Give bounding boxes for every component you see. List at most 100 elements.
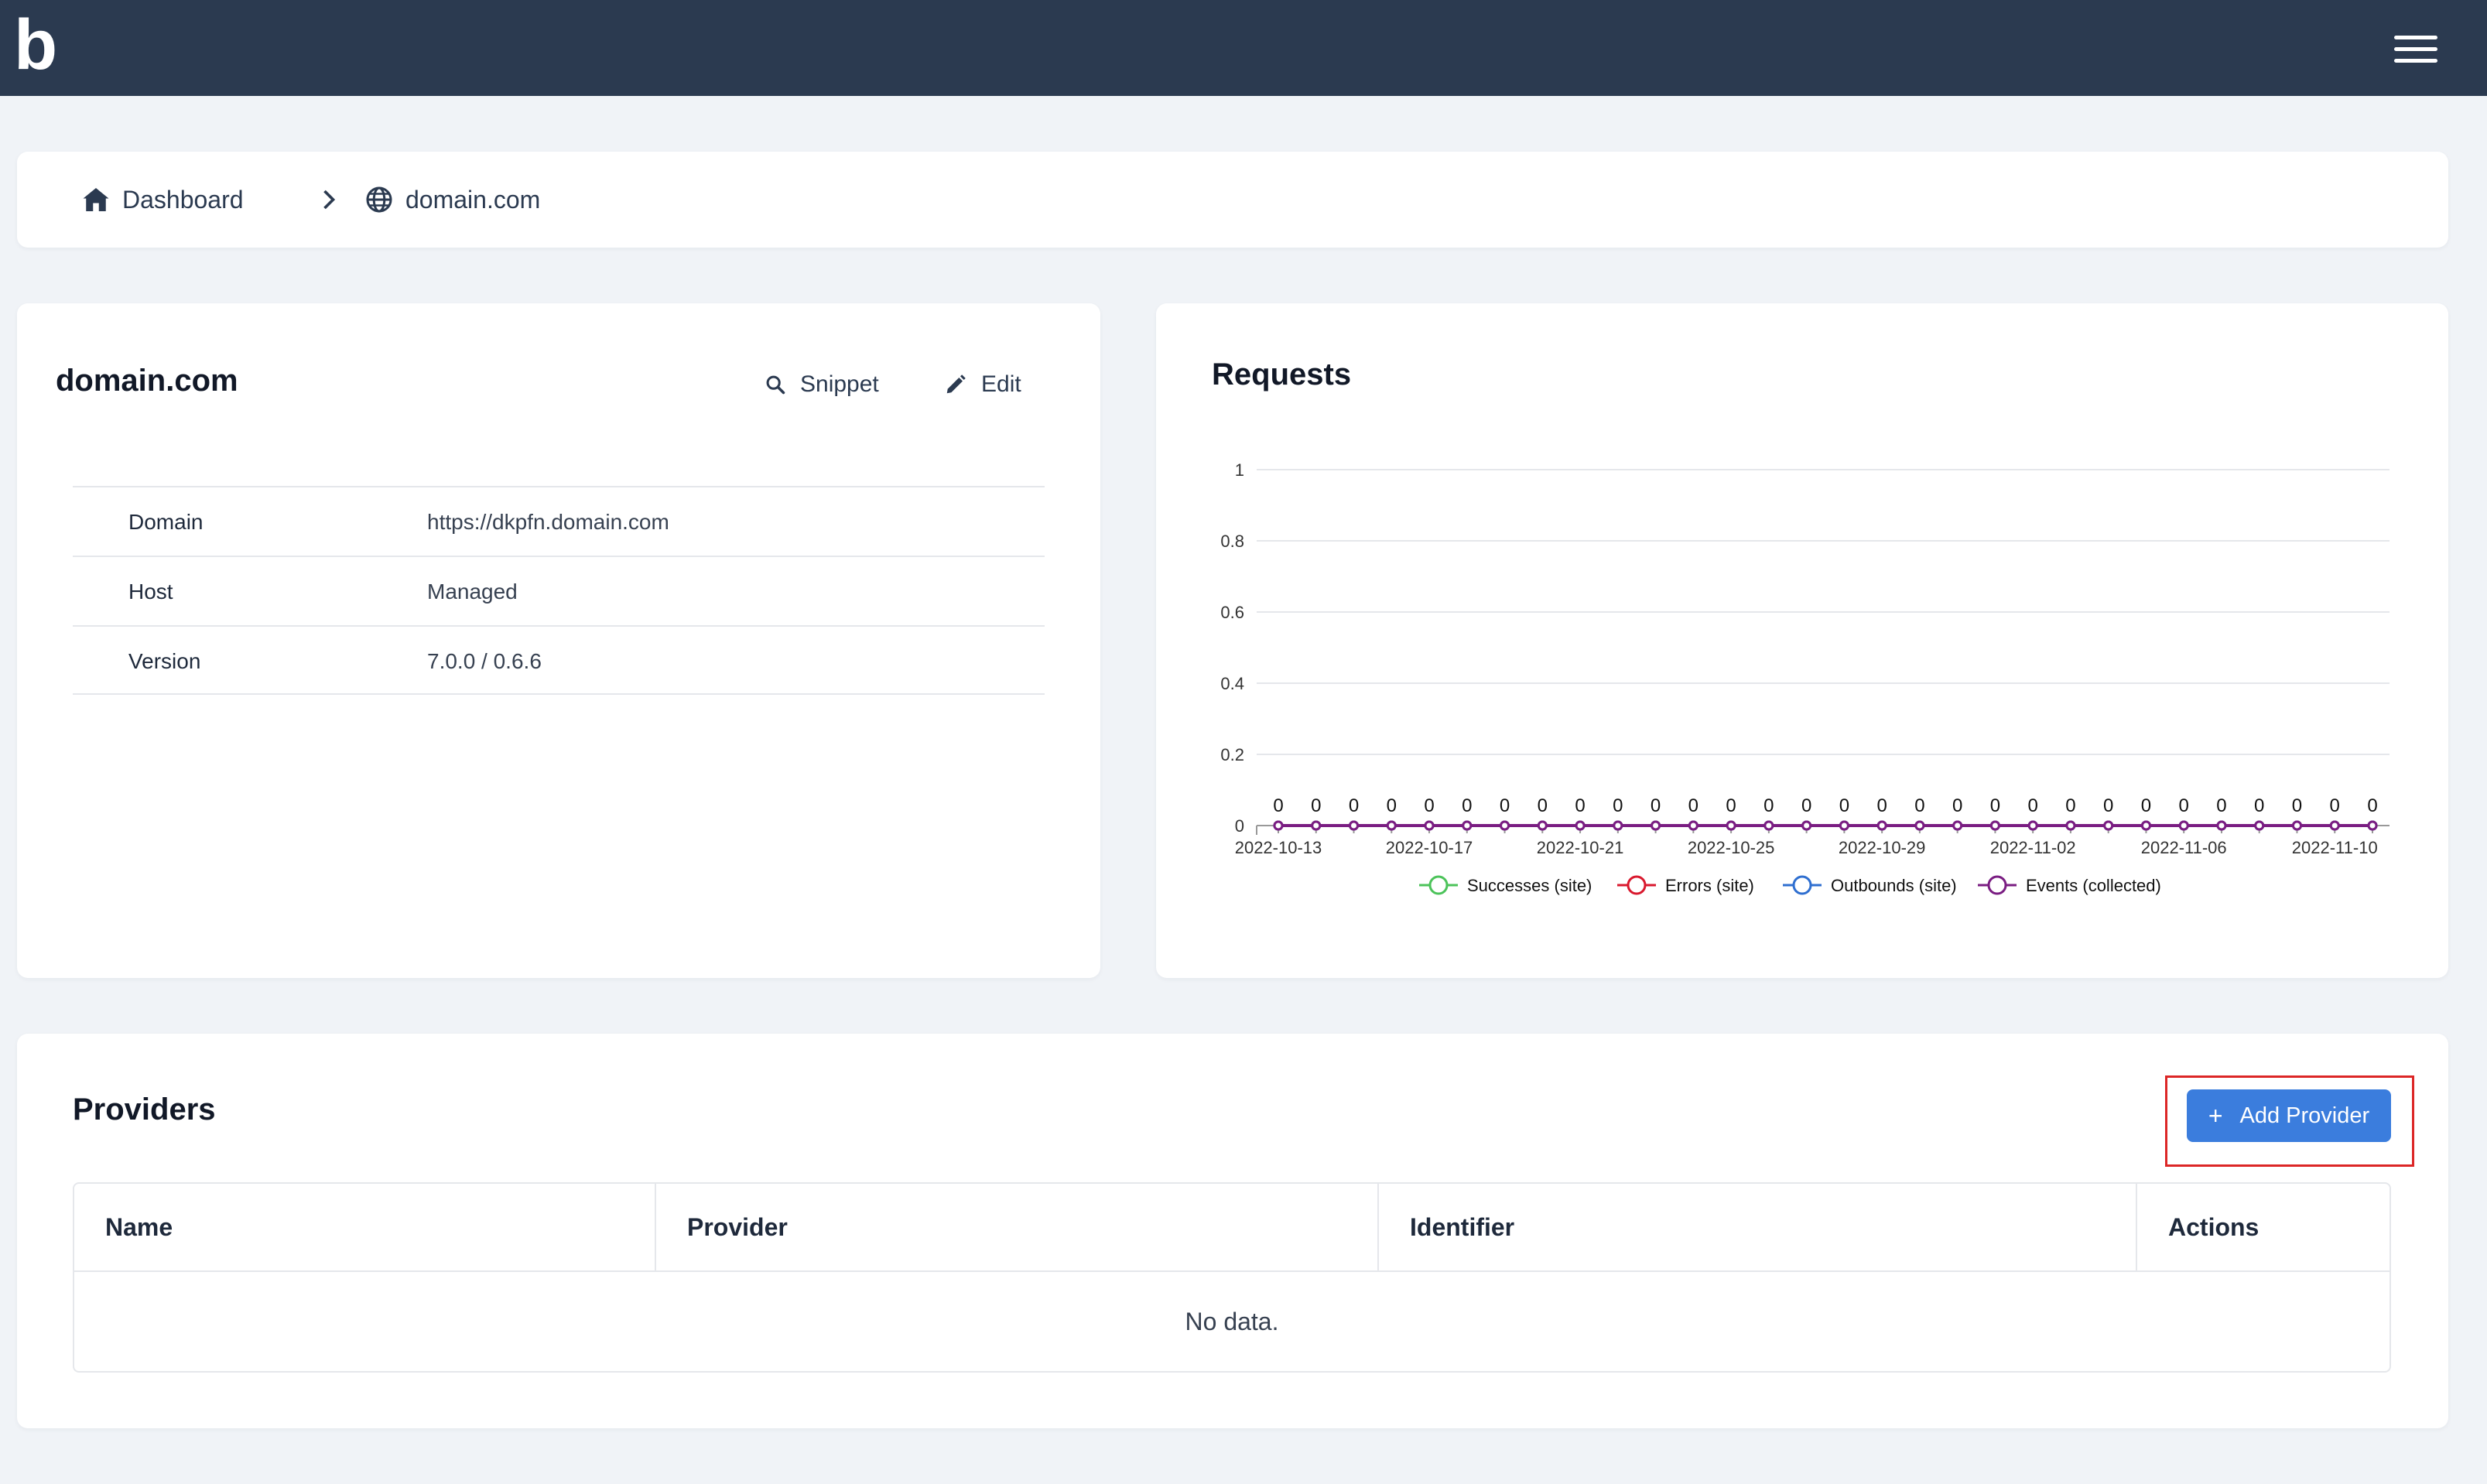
search-icon [766, 375, 785, 395]
data-point[interactable] [2254, 820, 2265, 831]
legend-item[interactable]: Successes (site) [1419, 875, 1592, 895]
legend-label: Outbounds (site) [1831, 876, 1957, 895]
data-label: 0 [2065, 795, 2075, 816]
data-point[interactable] [1651, 820, 1661, 831]
edit-button[interactable]: Edit [944, 364, 1021, 405]
legend-label: Successes (site) [1467, 876, 1592, 895]
site-info-card [17, 303, 1100, 978]
column-header-actions: Actions [2168, 1213, 2260, 1241]
data-point[interactable] [2103, 820, 2114, 831]
data-point[interactable] [1462, 820, 1473, 831]
snippet-button[interactable]: Snippet [765, 364, 879, 405]
info-label: Domain [128, 510, 204, 534]
data-label: 0 [1462, 795, 1472, 816]
hamburger-menu-icon[interactable] [2394, 36, 2437, 63]
data-label: 0 [1538, 795, 1548, 816]
data-point[interactable] [1801, 820, 1812, 831]
data-point[interactable] [2291, 820, 2302, 831]
data-point[interactable] [1989, 820, 2000, 831]
empty-state-text: No data. [1185, 1308, 1279, 1335]
data-point[interactable] [1726, 820, 1736, 831]
data-label: 0 [1801, 795, 1811, 816]
info-value: https://dkpfn.domain.com [427, 510, 669, 534]
providers-table: Name Provider Identifier Actions No data… [73, 1182, 2391, 1373]
column-header-provider[interactable]: Provider [656, 1184, 1379, 1270]
breadcrumb-item-domain[interactable]: domain.com [365, 152, 540, 248]
site-info-table: Domain https://dkpfn.domain.com Host Man… [73, 486, 1045, 695]
providers-title: Providers [73, 1092, 216, 1127]
data-label: 0 [1952, 795, 1962, 816]
data-point[interactable] [1613, 820, 1623, 831]
data-point[interactable] [2027, 820, 2038, 831]
data-label: 0 [1651, 795, 1661, 816]
info-row-host: Host Managed [73, 556, 1045, 625]
legend-marker [1792, 875, 1812, 895]
chevron-right-icon [320, 152, 337, 248]
edit-label: Edit [981, 371, 1021, 397]
data-point[interactable] [2329, 820, 2340, 831]
legend-item[interactable]: Events (collected) [1978, 875, 2161, 895]
y-tick-label: 1 [1235, 460, 1244, 480]
add-provider-label: Add Provider [2239, 1103, 2370, 1128]
data-label: 0 [2179, 795, 2189, 816]
data-point[interactable] [1537, 820, 1548, 831]
data-point[interactable] [1763, 820, 1774, 831]
globe-icon [366, 186, 392, 213]
data-point[interactable] [2216, 820, 2227, 831]
data-label: 0 [1876, 795, 1887, 816]
data-point[interactable] [1914, 820, 1925, 831]
x-tick-label: 2022-10-17 [1386, 838, 1473, 857]
data-label: 0 [1311, 795, 1321, 816]
info-label: Version [128, 649, 201, 673]
data-point[interactable] [1349, 820, 1360, 831]
legend-marker [1627, 875, 1647, 895]
home-icon [83, 188, 109, 211]
data-point[interactable] [1688, 820, 1698, 831]
data-point[interactable] [1876, 820, 1887, 831]
column-header-identifier[interactable]: Identifier [1379, 1184, 2137, 1270]
data-point[interactable] [1424, 820, 1435, 831]
data-label: 0 [2367, 795, 2377, 816]
hamburger-line [2394, 59, 2437, 63]
data-label: 0 [2027, 795, 2037, 816]
plus-icon: + [2208, 1101, 2223, 1130]
site-title: domain.com [56, 364, 238, 398]
info-row-domain: Domain https://dkpfn.domain.com [73, 486, 1045, 556]
data-point[interactable] [1500, 820, 1510, 831]
data-point[interactable] [1575, 820, 1586, 831]
data-label: 0 [1273, 795, 1283, 816]
data-label: 0 [1575, 795, 1585, 816]
data-point[interactable] [1386, 820, 1397, 831]
table-header: Name Provider Identifier Actions [74, 1184, 2390, 1272]
data-point[interactable] [1839, 820, 1849, 831]
legend-item[interactable]: Errors (site) [1617, 875, 1754, 895]
data-label: 0 [1763, 795, 1774, 816]
data-point[interactable] [1273, 820, 1284, 831]
data-point[interactable] [2178, 820, 2189, 831]
app-logo[interactable]: b [14, 5, 58, 84]
data-point[interactable] [2367, 820, 2378, 831]
legend-item[interactable]: Outbounds (site) [1783, 875, 1957, 895]
x-tick-label: 2022-10-29 [1839, 838, 1926, 857]
add-provider-button[interactable]: + Add Provider [2187, 1089, 2391, 1142]
column-header-name[interactable]: Name [74, 1184, 656, 1270]
data-label: 0 [1839, 795, 1849, 816]
data-point[interactable] [1952, 820, 1963, 831]
data-label: 0 [1387, 795, 1397, 816]
y-tick-label: 0 [1235, 816, 1244, 836]
breadcrumb-item-dashboard[interactable]: Dashboard [82, 152, 244, 248]
data-point[interactable] [2065, 820, 2076, 831]
data-point[interactable] [2140, 820, 2151, 831]
hamburger-line [2394, 47, 2437, 51]
highlight-box [2165, 1075, 2414, 1167]
requests-chart: 0 0.2 0.4 0.6 0.8 1 2022-10-13 2022-10-17 2022-1… [1220, 460, 2390, 895]
data-label: 0 [2103, 795, 2113, 816]
breadcrumb-label: domain.com [405, 185, 541, 214]
chart-title: Requests [1212, 357, 1352, 392]
data-point[interactable] [1311, 820, 1322, 831]
legend-label: Errors (site) [1665, 876, 1754, 895]
y-tick-label: 0.2 [1220, 745, 1244, 764]
data-label: 0 [1349, 795, 1359, 816]
providers-card [17, 1034, 2448, 1428]
snippet-label: Snippet [800, 371, 879, 397]
